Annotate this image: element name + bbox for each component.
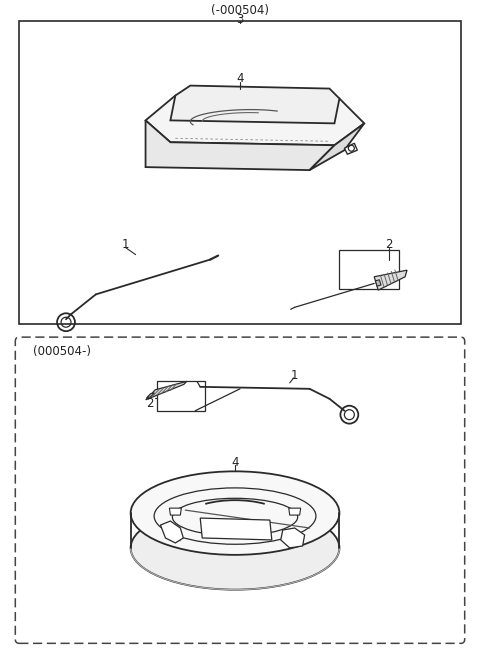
Polygon shape [374, 270, 407, 290]
Ellipse shape [131, 506, 339, 590]
Polygon shape [170, 86, 339, 123]
Text: 2: 2 [385, 238, 393, 251]
Bar [339, 250, 399, 289]
Polygon shape [146, 382, 187, 400]
Polygon shape [145, 96, 364, 145]
Polygon shape [169, 508, 181, 515]
Polygon shape [344, 143, 357, 154]
Text: 4: 4 [236, 72, 244, 85]
Polygon shape [288, 508, 300, 515]
Text: 3: 3 [236, 13, 244, 26]
Polygon shape [160, 521, 183, 543]
FancyBboxPatch shape [15, 337, 465, 643]
Polygon shape [145, 121, 335, 170]
Text: 1: 1 [122, 238, 130, 251]
Text: (-000504): (-000504) [211, 3, 269, 16]
Polygon shape [200, 518, 272, 540]
Ellipse shape [131, 471, 339, 555]
Polygon shape [375, 280, 381, 286]
Bar [19, 21, 461, 324]
Bar [157, 381, 205, 411]
Polygon shape [310, 123, 364, 170]
Polygon shape [281, 528, 305, 548]
Text: 1: 1 [291, 370, 299, 382]
Text: 2: 2 [146, 397, 154, 411]
Text: (000504-): (000504-) [33, 345, 91, 358]
Text: 4: 4 [231, 456, 239, 469]
Polygon shape [146, 393, 155, 398]
